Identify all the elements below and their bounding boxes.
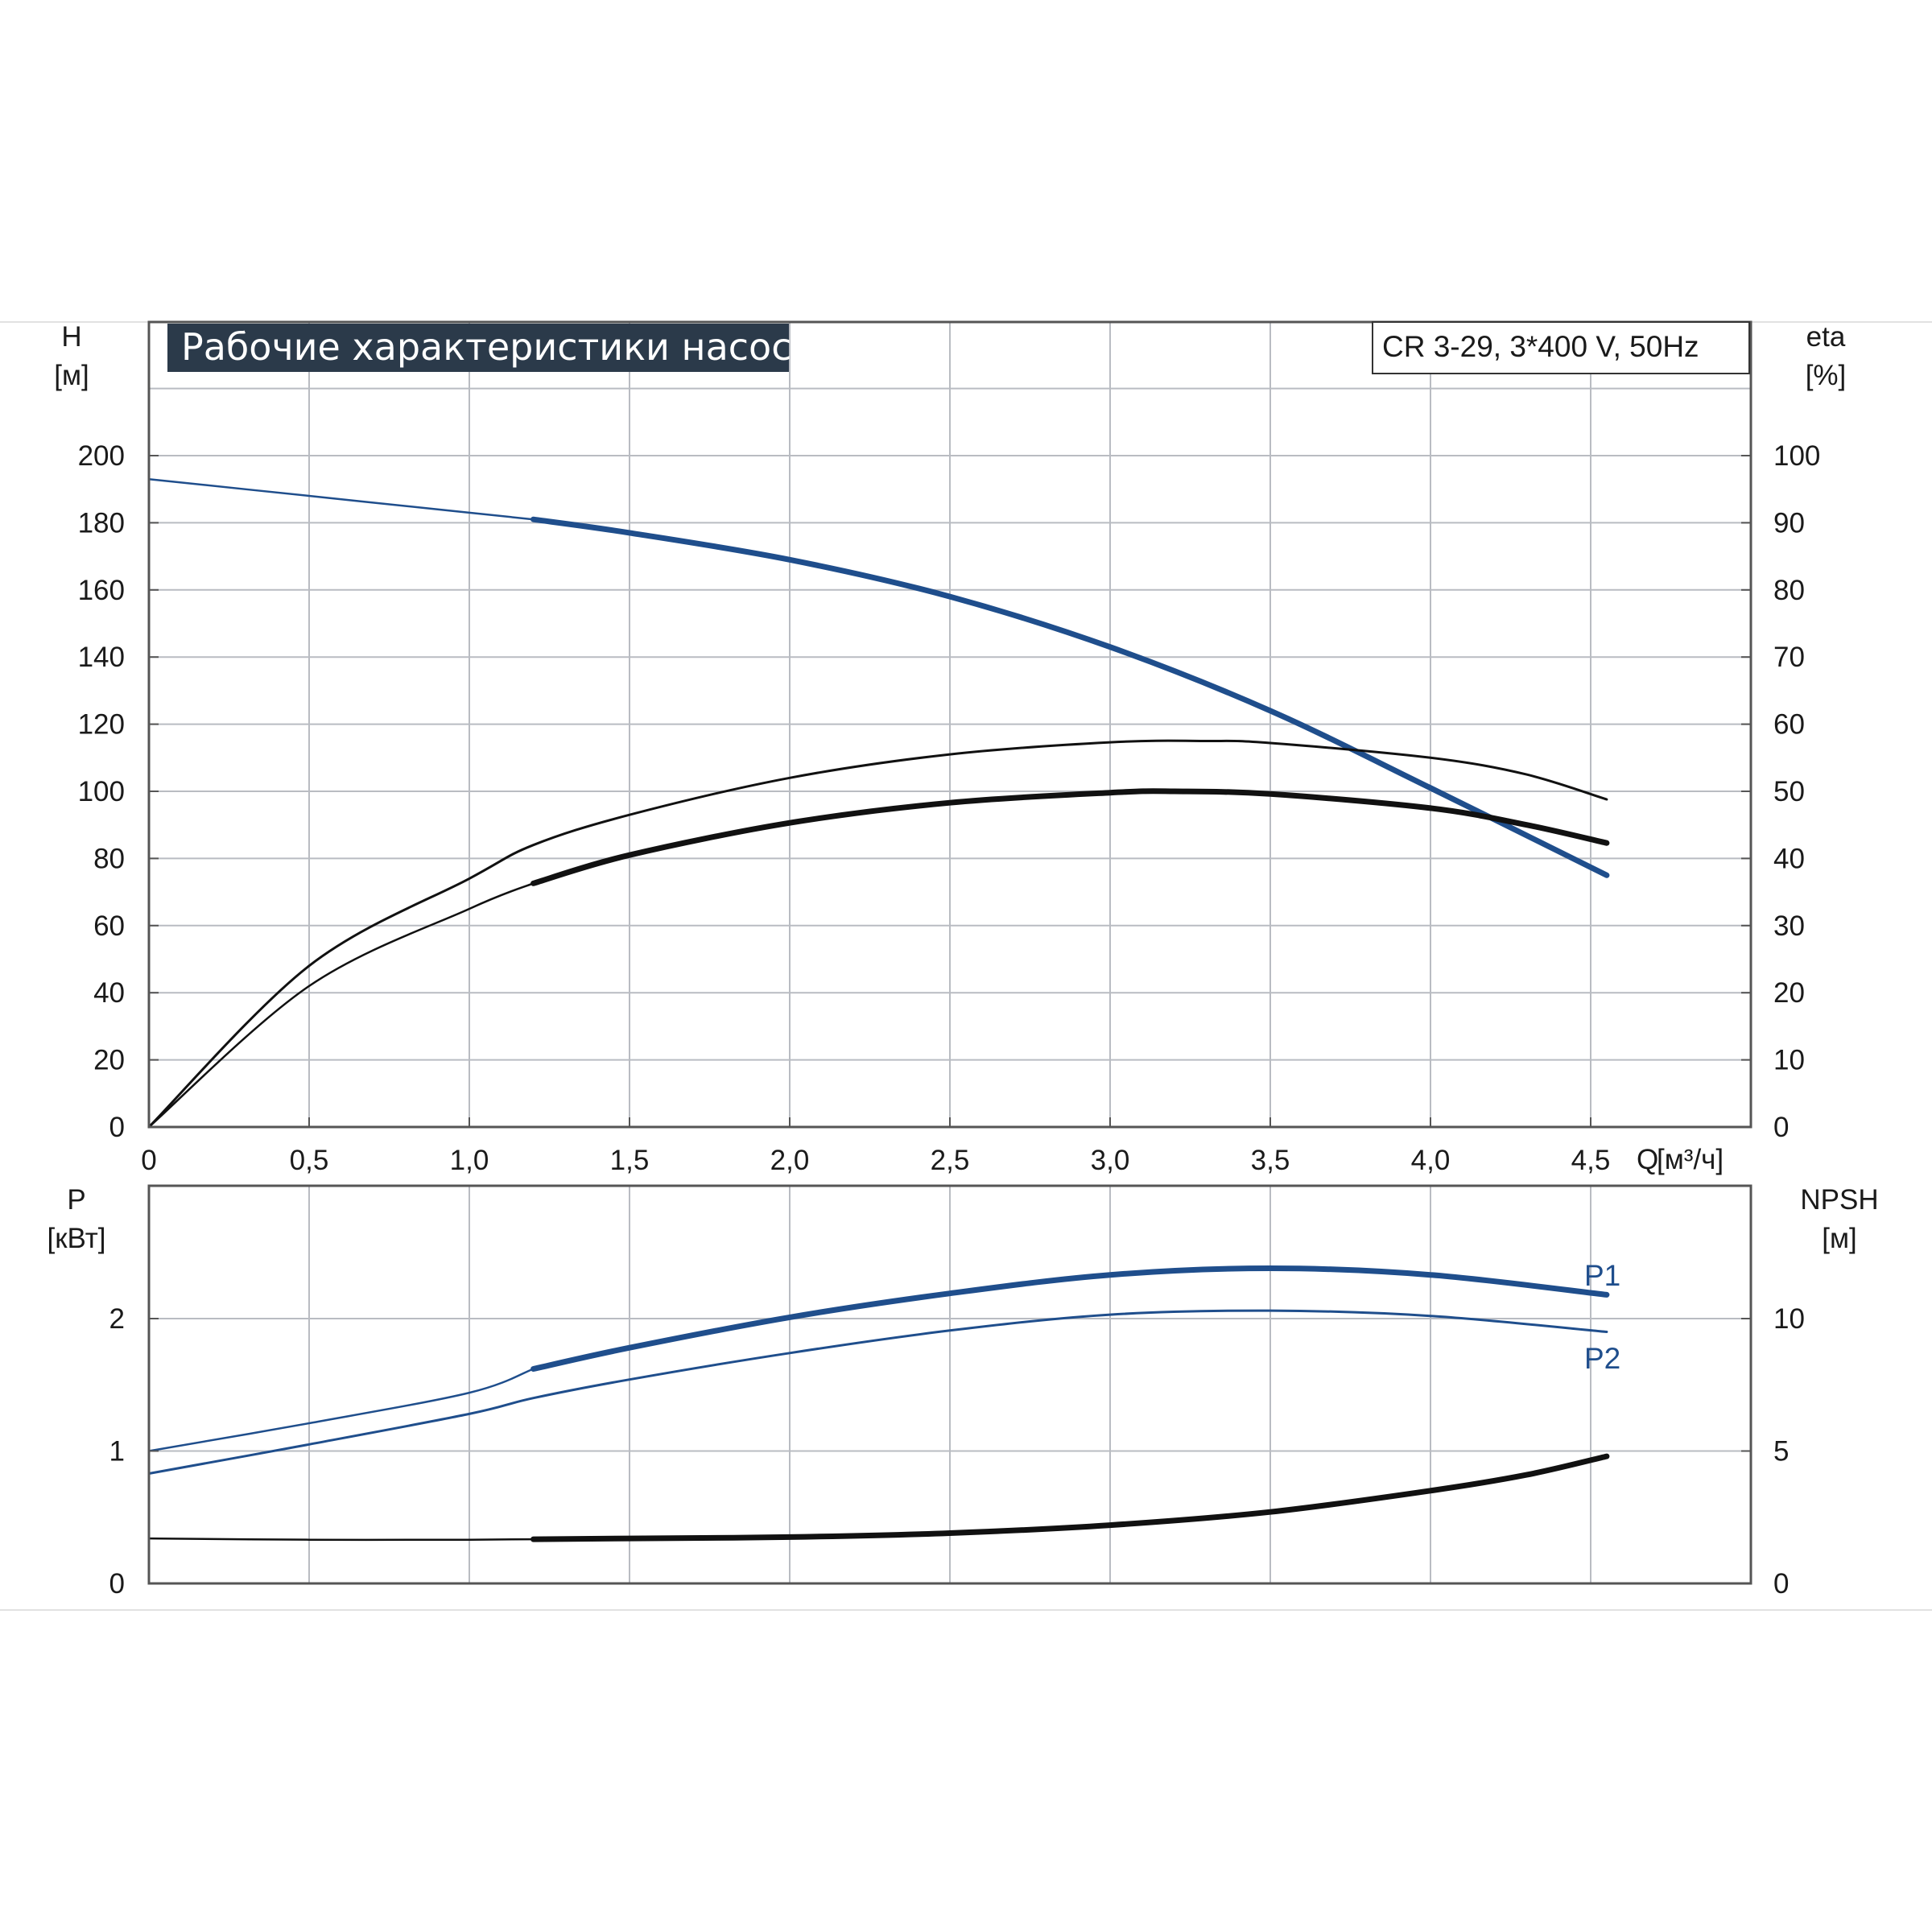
tick-labels: 0 0,5 1,0 1,5 2,0 2,5 3,0 3,5 4,0 4,5020406080100… <box>78 440 1821 1600</box>
y-right-tick-label: 40 <box>1773 843 1805 874</box>
y-left-tick-label: 60 <box>93 910 125 942</box>
head-curve <box>530 516 1610 878</box>
x-tick-label: 1,5 <box>610 1145 650 1176</box>
p2-curve <box>147 1309 1608 1475</box>
power-npsh-grid <box>149 1186 1751 1583</box>
y-right-tick-label: 20 <box>1773 977 1805 1009</box>
y-left-tick-label: 100 <box>78 776 125 807</box>
y-right-tick-label: 100 <box>1773 440 1820 472</box>
x-tick-label: 2,5 <box>931 1145 970 1176</box>
x-tick-label: 1,0 <box>450 1145 489 1176</box>
model-label: CR 3-29, 3*400 V, 50Hz <box>1382 330 1699 363</box>
y-right-tick-label: 30 <box>1773 910 1805 942</box>
y-left-tick-label: 40 <box>93 977 125 1009</box>
chart-title: Рабочие характеристики насоса <box>181 325 815 369</box>
top-plot-frame <box>147 320 1752 1129</box>
head-curve-thin <box>148 477 534 521</box>
x-axis-unit: [м³/ч] <box>1657 1144 1724 1175</box>
eta-curve-upper <box>147 739 1608 1129</box>
p-tick-label: 0 <box>109 1568 125 1600</box>
p-tick-label: 2 <box>109 1303 125 1335</box>
x-tick-label: 0 <box>141 1145 156 1176</box>
y-left-tick-label: 20 <box>93 1045 125 1076</box>
y-right-tick-label: 60 <box>1773 709 1805 741</box>
y-right-tick-label: 0 <box>1773 1112 1789 1143</box>
p1-curve <box>530 1265 1610 1372</box>
y-right-tick-label: 80 <box>1773 575 1805 606</box>
npsh-tick-label: 0 <box>1773 1568 1789 1600</box>
x-tick-label: 3,0 <box>1091 1145 1130 1176</box>
y-left-tick-label: 180 <box>78 507 125 539</box>
y-right-unit-top: [%] <box>1806 360 1847 391</box>
x-tick-label: 4,5 <box>1571 1145 1611 1176</box>
npsh-tick-label: 10 <box>1773 1303 1805 1335</box>
y-left-name-top: H <box>61 321 81 353</box>
npsh-tick-label: 5 <box>1773 1436 1789 1468</box>
p2-curve-label: P2 <box>1584 1342 1620 1375</box>
y-right-tick-label: 90 <box>1773 507 1805 539</box>
eta-curve-lower <box>530 788 1610 886</box>
y-right-tick-label: 50 <box>1773 776 1805 807</box>
npsh-curve-thin <box>148 1537 534 1542</box>
x-tick-label: 0,5 <box>290 1145 329 1176</box>
power-npsh-curves <box>147 1265 1610 1542</box>
bottom-plot-frame <box>147 1184 1752 1585</box>
y-left-name-bottom: P <box>67 1184 85 1216</box>
y-left-tick-label: 140 <box>78 642 125 673</box>
x-tick-label: 4,0 <box>1411 1145 1451 1176</box>
y-left-unit-top: [м] <box>54 360 89 391</box>
y-right-name-top: eta <box>1806 321 1846 353</box>
y-right-unit-bottom: [м] <box>1822 1223 1857 1254</box>
model-label-box <box>1372 321 1750 374</box>
npsh-curve <box>530 1453 1610 1542</box>
y-left-tick-label: 200 <box>78 440 125 472</box>
p1-curve-thin <box>148 1368 535 1452</box>
eta-curve-lower-thin <box>148 882 535 1128</box>
p-tick-label: 1 <box>109 1436 125 1468</box>
y-right-name-bottom: NPSH <box>1800 1184 1878 1216</box>
x-axis-name: Q <box>1637 1144 1658 1175</box>
y-right-tick-label: 70 <box>1773 642 1805 673</box>
head-efficiency-curves <box>147 477 1610 1129</box>
y-left-tick-label: 0 <box>109 1112 125 1143</box>
y-left-unit-bottom: [кВт] <box>47 1223 106 1254</box>
head-efficiency-grid <box>149 322 1751 1127</box>
y-left-tick-label: 80 <box>93 843 125 874</box>
p1-curve-label: P1 <box>1584 1259 1620 1292</box>
x-tick-label: 3,5 <box>1251 1145 1290 1176</box>
y-left-tick-label: 120 <box>78 709 125 741</box>
x-tick-label: 2,0 <box>770 1145 810 1176</box>
y-right-tick-label: 10 <box>1773 1045 1805 1076</box>
y-left-tick-label: 160 <box>78 575 125 606</box>
chart-title-box <box>167 324 789 372</box>
